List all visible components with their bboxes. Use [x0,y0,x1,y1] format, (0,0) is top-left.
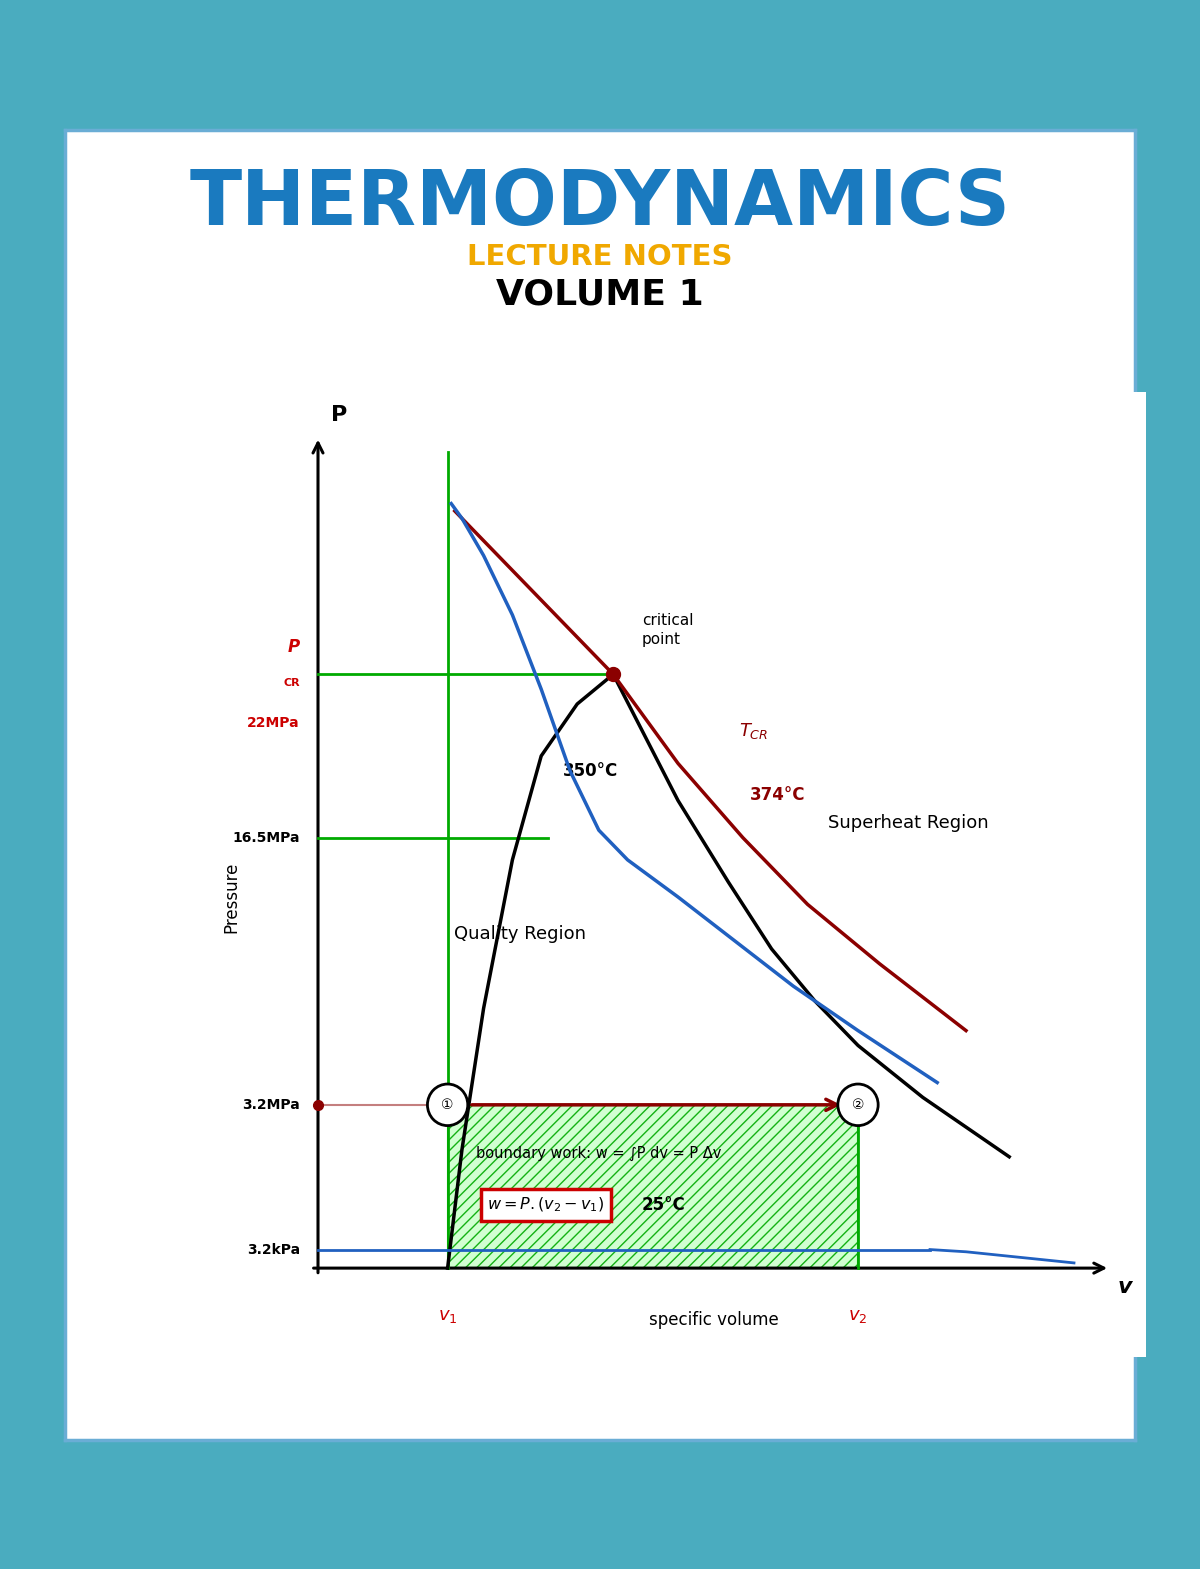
Text: 16.5MPa: 16.5MPa [233,830,300,844]
Text: boundary work: w = ∫P dv = P Δv: boundary work: w = ∫P dv = P Δv [476,1145,721,1161]
Text: 25°C: 25°C [642,1196,685,1214]
Text: specific volume: specific volume [649,1312,779,1329]
Text: 3.2kPa: 3.2kPa [247,1243,300,1257]
Text: P: P [331,405,348,425]
Circle shape [427,1084,468,1125]
Text: Quality Region: Quality Region [454,926,586,943]
Text: Pressure: Pressure [223,861,241,932]
Circle shape [838,1084,878,1125]
Polygon shape [448,1105,858,1268]
Text: critical
point: critical point [642,613,694,646]
Text: VOLUME 1: VOLUME 1 [496,278,704,312]
Text: P: P [288,637,300,656]
Text: Superheat Region: Superheat Region [828,814,989,832]
Text: ①: ① [442,1098,454,1112]
Text: LECTURE NOTES: LECTURE NOTES [467,243,733,271]
Text: $w = P.(v_2 - v_1)$: $w = P.(v_2 - v_1)$ [487,1196,605,1214]
Text: $v_1$: $v_1$ [438,1307,457,1326]
Text: 3.2MPa: 3.2MPa [242,1098,300,1112]
Text: THERMODYNAMICS: THERMODYNAMICS [190,166,1010,242]
Text: ②: ② [852,1098,864,1112]
Text: 22MPa: 22MPa [247,715,300,730]
Text: CR: CR [283,678,300,689]
Text: $T_{CR}$: $T_{CR}$ [739,722,768,741]
Text: 374°C: 374°C [750,786,805,803]
Text: $v_2$: $v_2$ [848,1307,868,1326]
Text: v: v [1117,1277,1132,1296]
Text: 350°C: 350°C [563,763,618,780]
